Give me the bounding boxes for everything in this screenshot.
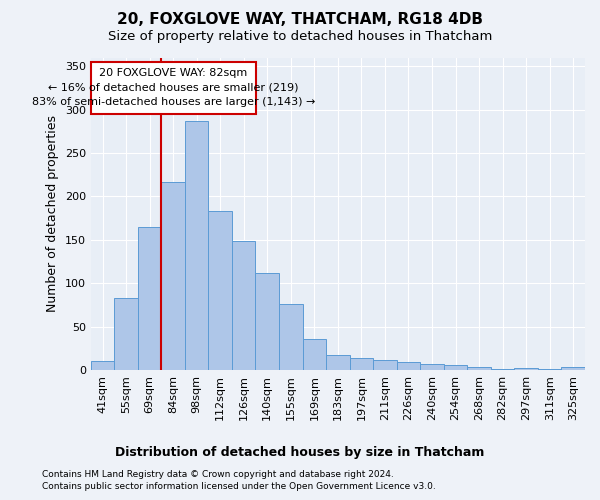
Text: Size of property relative to detached houses in Thatcham: Size of property relative to detached ho… <box>108 30 492 43</box>
Bar <box>232 240 256 370</box>
Bar <box>302 339 326 370</box>
Bar <box>514 368 538 370</box>
Bar <box>256 273 279 370</box>
Text: ← 16% of detached houses are smaller (219): ← 16% of detached houses are smaller (21… <box>49 83 299 93</box>
Bar <box>373 360 397 370</box>
Text: 20 FOXGLOVE WAY: 82sqm: 20 FOXGLOVE WAY: 82sqm <box>100 68 248 78</box>
Bar <box>114 298 138 370</box>
Text: Contains HM Land Registry data © Crown copyright and database right 2024.: Contains HM Land Registry data © Crown c… <box>42 470 394 479</box>
Bar <box>208 211 232 370</box>
Bar <box>350 358 373 370</box>
Bar <box>161 182 185 370</box>
Bar <box>467 366 491 370</box>
Bar <box>397 362 420 370</box>
Bar <box>326 356 350 370</box>
Bar <box>91 362 114 370</box>
Bar <box>420 364 444 370</box>
Bar <box>491 369 514 370</box>
Y-axis label: Number of detached properties: Number of detached properties <box>46 116 59 312</box>
Text: Distribution of detached houses by size in Thatcham: Distribution of detached houses by size … <box>115 446 485 459</box>
Bar <box>138 227 161 370</box>
FancyBboxPatch shape <box>91 62 256 114</box>
Text: Contains public sector information licensed under the Open Government Licence v3: Contains public sector information licen… <box>42 482 436 491</box>
Text: 83% of semi-detached houses are larger (1,143) →: 83% of semi-detached houses are larger (… <box>32 98 315 108</box>
Bar <box>538 369 562 370</box>
Text: 20, FOXGLOVE WAY, THATCHAM, RG18 4DB: 20, FOXGLOVE WAY, THATCHAM, RG18 4DB <box>117 12 483 28</box>
Bar <box>185 121 208 370</box>
Bar <box>444 365 467 370</box>
Bar <box>279 304 302 370</box>
Bar <box>562 366 585 370</box>
